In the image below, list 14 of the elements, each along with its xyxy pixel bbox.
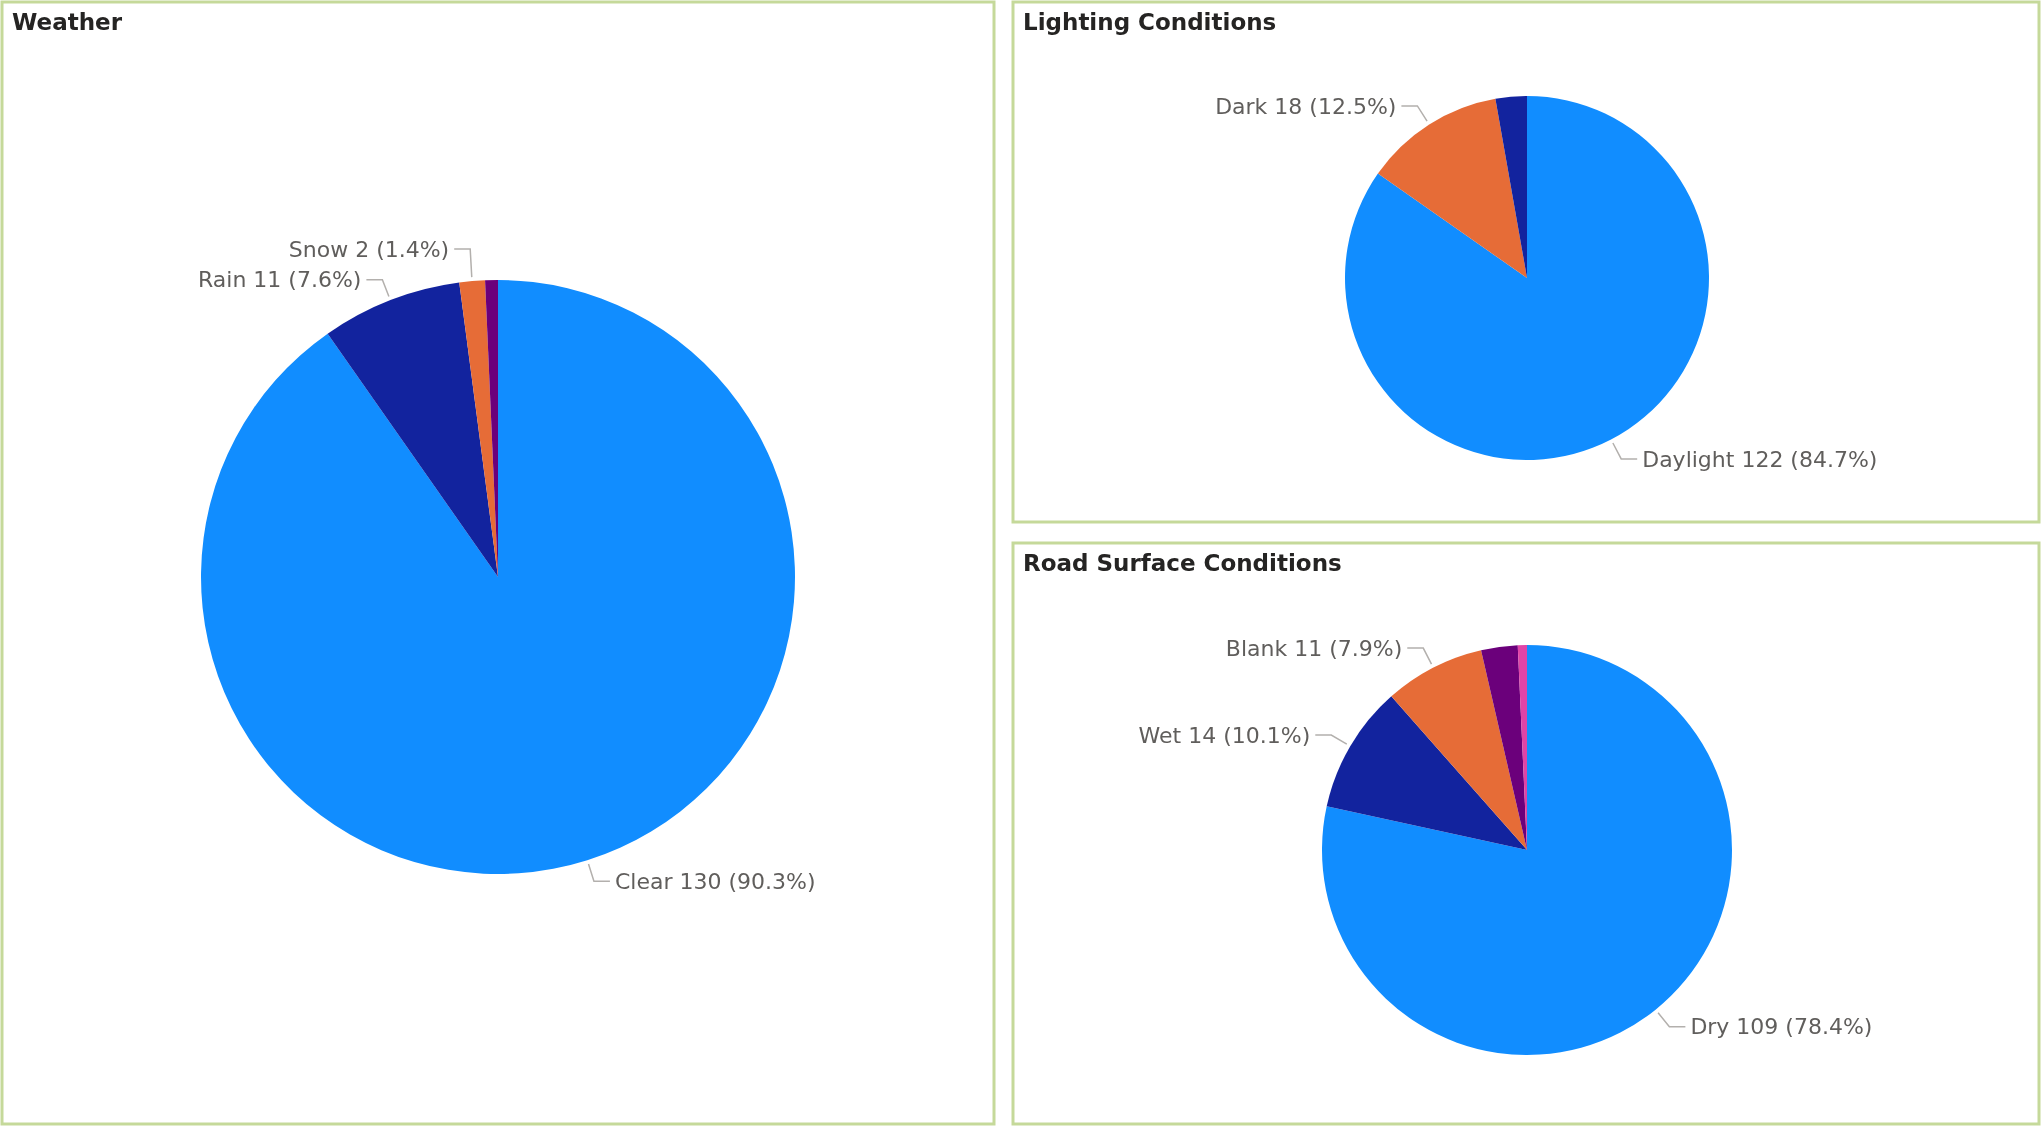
chart-title: Weather — [12, 9, 123, 35]
slice-label: Dark 18 (12.5%) — [1215, 93, 1397, 119]
pie-slice — [1481, 645, 1527, 850]
slice-label: Dry 109 (78.4%) — [1690, 1014, 1873, 1040]
slice-label: Snow 2 (1.4%) — [288, 236, 450, 262]
slice-label: Wet 14 (10.1%) — [1138, 722, 1311, 748]
slice-label: Rain 11 (7.6%) — [197, 267, 362, 293]
pie-slice — [1326, 696, 1527, 850]
chart-title: Lighting Conditions — [1023, 9, 1277, 35]
slice-label: Clear 130 (90.3%) — [614, 868, 816, 894]
chart-title: Road Surface Conditions — [1023, 550, 1342, 576]
slice-label: Daylight 122 (84.7%) — [1642, 446, 1878, 472]
slice-label: Blank 11 (7.9%) — [1225, 635, 1403, 661]
pie-slice — [1495, 96, 1527, 278]
